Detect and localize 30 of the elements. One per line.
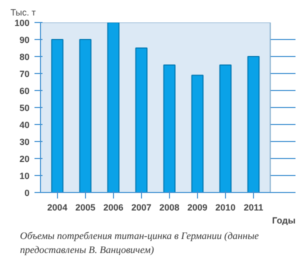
text: Объемы потребления титан-цинка в Германии (данные предоставлены В. Ванцовичем) (20, 230, 260, 258)
x-tick-label: 2007 (131, 202, 152, 212)
bar (51, 39, 64, 192)
y-tick-label: 30 (19, 137, 30, 147)
y-tick-label: 60 (19, 86, 30, 96)
y-tick-label: 40 (19, 120, 30, 130)
x-tick-label: 2011 (244, 202, 264, 212)
x-tick-label: 2008 (159, 202, 180, 212)
x-tick-label: 2005 (75, 202, 96, 212)
y-tick-label: 50 (19, 103, 30, 113)
y-tick-label: 0 (24, 188, 30, 198)
bar (219, 64, 232, 192)
y-tick-label: 20 (19, 154, 30, 164)
bar (191, 74, 204, 192)
y-axis-title: Тыс. т (10, 8, 36, 18)
x-tick-label: 2004 (47, 202, 68, 212)
y-tick-label: 70 (19, 69, 30, 79)
bar (107, 22, 120, 192)
x-tick-label: 2009 (187, 202, 208, 212)
bar (135, 48, 148, 192)
x-tick-label: 2010 (215, 202, 236, 212)
bar (79, 39, 92, 192)
bar (163, 64, 176, 192)
x-axis-title: Годы (272, 216, 296, 226)
y-tick-label: 80 (19, 52, 30, 62)
y-tick-label: 10 (19, 171, 30, 181)
y-tick-label: 100 (14, 18, 30, 28)
x-tick-label: 2006 (103, 202, 124, 212)
y-tick-label: 90 (19, 35, 30, 45)
bar (247, 56, 260, 192)
